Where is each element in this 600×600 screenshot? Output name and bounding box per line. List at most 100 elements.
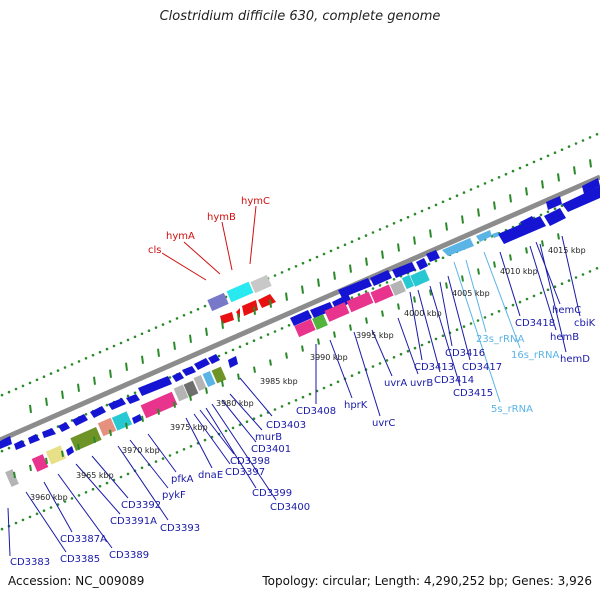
gene-block[interactable] [290,310,312,326]
gene-label-CD3400[interactable]: CD3400 [270,502,310,513]
gene-block[interactable] [0,436,12,449]
gene-block[interactable] [392,262,416,278]
gene-label-cls[interactable]: cls [148,245,162,256]
gene-label-murB[interactable]: murB [255,432,282,443]
gene-block[interactable] [410,269,430,287]
gene-block[interactable] [258,294,276,308]
gene-label-hemC[interactable]: hemC [552,305,581,316]
gene-cls-block[interactable] [207,292,229,312]
gene-hymB-block[interactable] [250,274,272,294]
gene-block[interactable] [242,300,258,316]
gene-label-hymB[interactable]: hymB [207,212,236,223]
gene-block[interactable] [401,274,415,290]
gene-label-CD3418[interactable]: CD3418 [515,318,555,329]
gene-block[interactable] [14,440,26,450]
gene-block[interactable] [45,445,67,465]
leader-line [183,241,221,275]
gene-label-hymA[interactable]: hymA [166,231,195,242]
gene-label-hprK[interactable]: hprK [344,400,368,411]
gene-label-uvrB[interactable]: uvrB [410,378,433,389]
gene-block[interactable] [562,186,600,212]
gene-label-16s-rRNA[interactable]: 16s_rRNA [511,350,559,361]
gene-block[interactable] [312,314,328,330]
gene-block[interactable] [324,302,350,322]
gene-label-CD3416[interactable]: CD3416 [445,348,485,359]
gene-block[interactable] [173,384,189,402]
gene-block[interactable] [172,372,184,382]
guide-dot [525,297,529,301]
gene-label-CD3413[interactable]: CD3413 [414,362,454,373]
gene-block[interactable] [426,250,440,262]
gene-block[interactable] [228,356,238,368]
gene-block[interactable] [310,302,334,318]
gene-block[interactable] [346,291,374,313]
guide-dot [455,194,459,197]
gene-block[interactable] [582,178,600,194]
gene-label-pykF[interactable]: pykF [162,490,186,501]
gene-block[interactable] [546,196,562,210]
gene-label-CD3398[interactable]: CD3398 [230,456,270,467]
gene-block[interactable] [416,258,428,270]
gene-label-CD3397[interactable]: CD3397 [225,467,265,478]
gene-label-CD3392[interactable]: CD3392 [121,500,161,511]
gene-block[interactable] [211,366,227,384]
gene-block[interactable] [126,394,140,404]
gene-label-CD3417[interactable]: CD3417 [462,362,502,373]
gene-block[interactable] [66,446,74,456]
gene-label-dnaE[interactable]: dnaE [198,470,223,481]
gene-block[interactable] [108,398,126,410]
gene-block[interactable] [390,280,406,296]
gene-hymC-block[interactable] [220,312,234,324]
gene-16s-rRNA-block[interactable] [476,230,492,242]
gene-label-CD3385[interactable]: CD3385 [60,554,100,565]
gene-block[interactable] [208,354,220,364]
gene-block[interactable] [193,374,207,392]
gene-label-CD3393[interactable]: CD3393 [160,523,200,534]
gene-label-hymC[interactable]: hymC [241,196,270,207]
gene-block[interactable] [338,278,372,298]
gene-label-CD3401[interactable]: CD3401 [251,444,291,455]
gene-label-uvrC[interactable]: uvrC [372,418,395,429]
gene-block[interactable] [70,426,102,452]
gene-block[interactable] [58,422,70,432]
gene-label-CD3389[interactable]: CD3389 [109,550,149,561]
gene-label-23s-rRNA[interactable]: 23s_rRNA [476,334,524,345]
gene-label-CD3403[interactable]: CD3403 [266,420,306,431]
gene-label-CD3414[interactable]: CD3414 [434,375,474,386]
gene-block[interactable] [138,376,172,396]
gene-label-uvrA[interactable]: uvrA [384,378,407,389]
gene-label-CD3399[interactable]: CD3399 [252,488,292,499]
gene-23s-rRNA-block[interactable] [442,238,474,256]
gene-label-CD3383[interactable]: CD3383 [10,557,50,568]
gene-block[interactable] [140,391,178,419]
gene-label-pfkA[interactable]: pfkA [171,474,194,485]
gene-block[interactable] [183,380,199,398]
gene-label-cbiK[interactable]: cbiK [574,318,596,329]
gene-label-CD3391A[interactable]: CD3391A [110,516,157,527]
gene-block[interactable] [544,208,566,226]
guide-dot [273,408,277,411]
gene-block[interactable] [294,318,316,338]
gene-block[interactable] [132,414,142,424]
gene-label-CD3415[interactable]: CD3415 [453,388,493,399]
gene-block[interactable] [182,366,196,376]
gene-label-hemD[interactable]: hemD [560,354,590,365]
gene-block[interactable] [202,370,216,388]
gene-block[interactable] [42,428,56,438]
gene-block[interactable] [72,414,88,426]
gene-block[interactable] [5,469,19,487]
gene-block[interactable] [194,358,210,370]
gene-label-hemB[interactable]: hemB [550,332,579,343]
gene-block[interactable] [370,270,392,286]
gene-block[interactable] [97,417,117,437]
gene-label-CD3408[interactable]: CD3408 [296,406,336,417]
gene-label-CD3387A[interactable]: CD3387A [60,534,107,545]
gene-block[interactable] [28,434,40,444]
gene-label-5s-rRNA[interactable]: 5s_rRNA [491,404,533,415]
gene-block[interactable] [370,284,394,304]
gene-block[interactable] [31,454,49,472]
gene-block[interactable] [90,406,106,418]
gene-block[interactable] [520,216,536,228]
gene-5s-rRNA-block[interactable] [492,232,499,238]
gene-hymA-block[interactable] [226,281,254,303]
